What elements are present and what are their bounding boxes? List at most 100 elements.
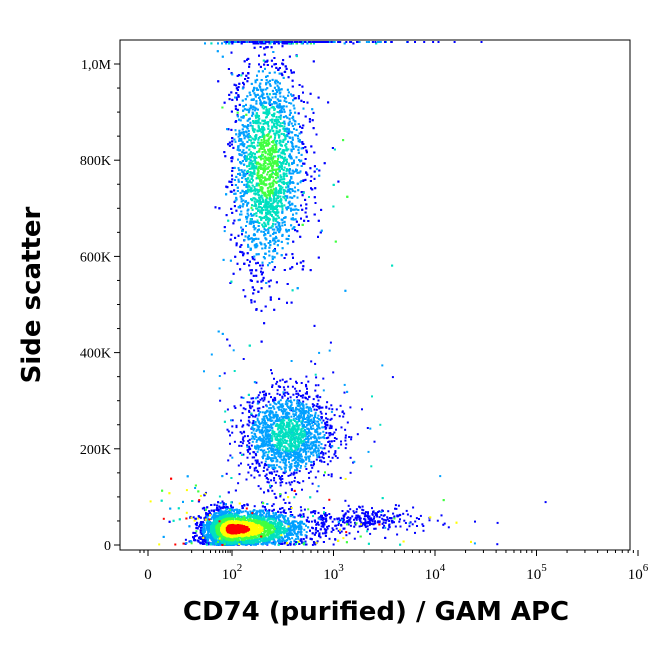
data-point (203, 494, 206, 497)
data-point (244, 201, 247, 203)
data-point (240, 419, 242, 422)
data-point (222, 542, 225, 545)
data-point (268, 513, 271, 516)
data-point (272, 512, 275, 514)
data-point (328, 427, 331, 430)
data-point (234, 184, 237, 186)
data-point (195, 534, 198, 537)
data-point (291, 253, 294, 256)
data-point (297, 514, 300, 517)
data-point (346, 517, 349, 519)
data-point (288, 168, 291, 171)
data-point (318, 433, 321, 436)
data-point (329, 432, 332, 434)
data-point (295, 212, 298, 215)
data-point (373, 440, 376, 443)
data-point (373, 517, 375, 520)
data-point (279, 95, 282, 98)
data-point (199, 531, 202, 534)
data-point (348, 519, 351, 522)
data-point (257, 510, 260, 513)
data-point (257, 409, 260, 412)
data-point (233, 200, 236, 203)
data-point (244, 135, 247, 138)
data-point (216, 50, 219, 53)
data-point (273, 42, 276, 45)
data-point (287, 397, 289, 400)
data-point (274, 248, 276, 251)
data-point (287, 517, 290, 520)
data-point (397, 504, 400, 507)
data-point (243, 191, 246, 194)
data-point (253, 476, 256, 479)
data-point (245, 131, 248, 134)
data-point (327, 441, 330, 443)
data-point (237, 482, 240, 485)
data-point (247, 208, 250, 211)
data-point (308, 460, 311, 463)
data-point (290, 141, 293, 144)
data-point (235, 424, 238, 427)
data-point (257, 70, 260, 73)
data-point (289, 267, 292, 270)
data-point (342, 519, 345, 522)
data-point (371, 513, 374, 516)
data-point (273, 402, 276, 405)
data-point (290, 102, 293, 105)
data-point (280, 254, 283, 257)
data-point (313, 170, 316, 173)
data-point (274, 82, 277, 85)
data-point (329, 424, 332, 427)
data-point (377, 520, 380, 523)
data-point (248, 452, 251, 455)
data-point (298, 132, 301, 135)
data-point (280, 410, 283, 413)
data-point (378, 516, 381, 519)
data-point (262, 542, 265, 545)
data-point (269, 103, 272, 106)
data-point (300, 514, 303, 517)
data-point (230, 506, 233, 509)
data-point (266, 64, 269, 66)
data-point (250, 212, 252, 215)
data-point (203, 506, 206, 509)
data-point (241, 176, 244, 179)
data-point (418, 518, 420, 520)
data-point (297, 525, 300, 528)
data-point (368, 523, 371, 526)
data-point (242, 109, 245, 112)
data-point (346, 421, 349, 424)
data-point (304, 198, 307, 201)
data-point (216, 504, 219, 507)
data-point (283, 472, 286, 475)
data-point (324, 425, 327, 428)
data-point (277, 86, 280, 89)
data-point (313, 404, 316, 407)
data-point (238, 444, 241, 447)
data-point (292, 409, 295, 412)
data-point (237, 167, 240, 170)
data-point (265, 473, 268, 476)
data-point (207, 514, 210, 516)
data-point (247, 124, 250, 126)
data-point (256, 396, 259, 399)
data-point (327, 436, 330, 439)
data-point (253, 427, 256, 430)
data-point (257, 253, 260, 256)
data-point (365, 522, 368, 525)
data-point (272, 503, 275, 506)
data-point (281, 233, 284, 236)
data-point (254, 453, 257, 455)
data-point (286, 242, 289, 245)
data-point (199, 523, 201, 526)
data-point (244, 295, 247, 298)
data-point (286, 533, 289, 536)
data-point (309, 167, 312, 170)
data-point (268, 450, 270, 453)
data-point (309, 92, 312, 95)
data-point (242, 131, 245, 134)
data-point (283, 517, 285, 520)
data-point (234, 255, 237, 258)
data-point (292, 218, 295, 221)
data-point (374, 520, 376, 523)
